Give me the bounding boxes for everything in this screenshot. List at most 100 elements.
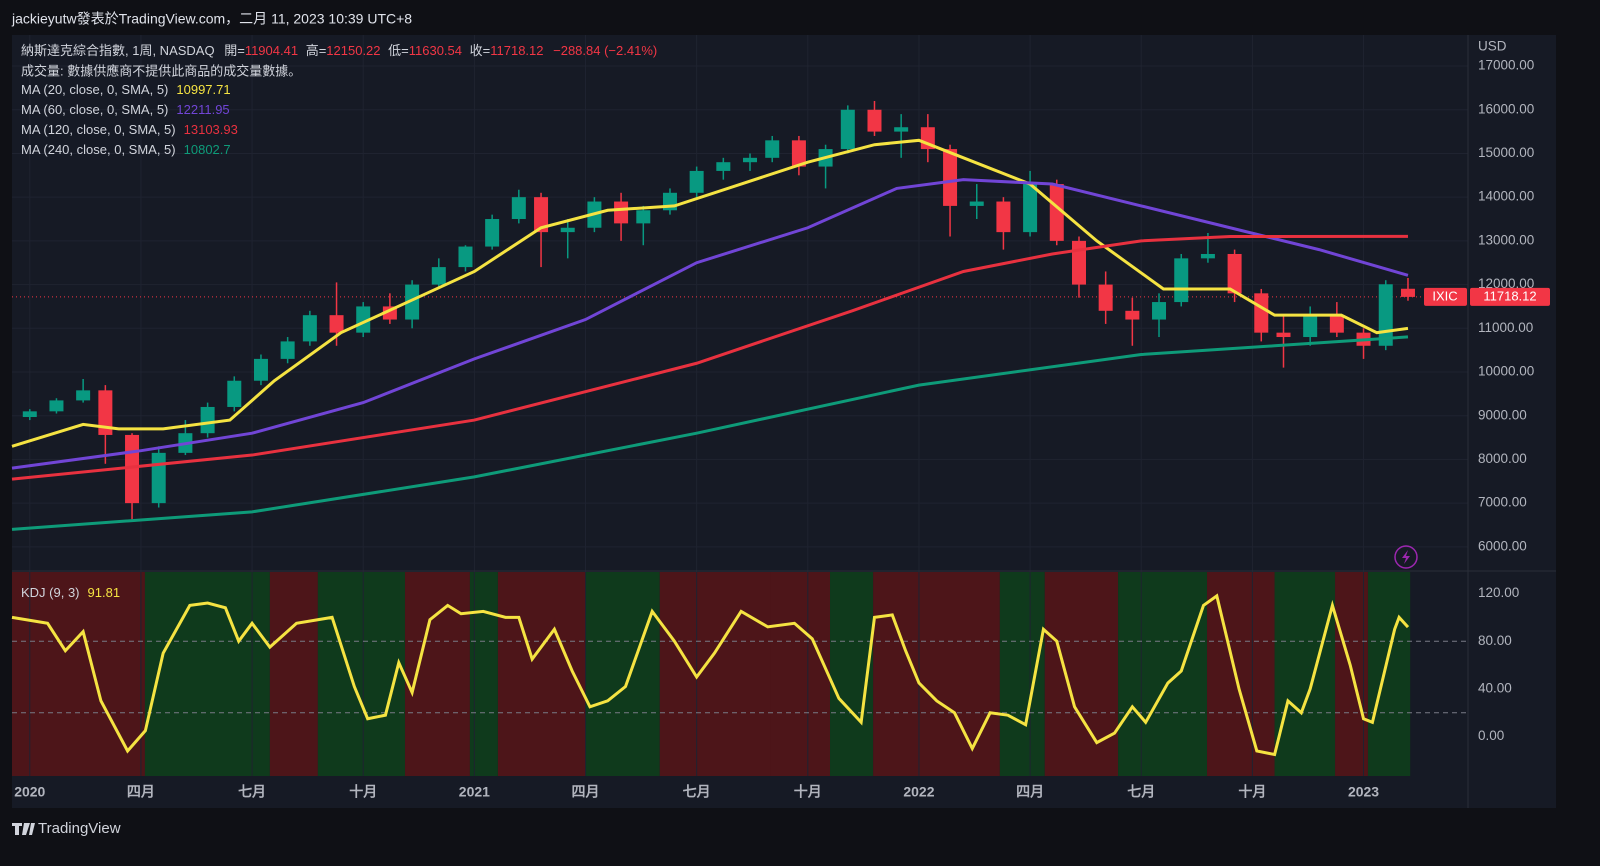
candle-body: [98, 390, 113, 435]
footer-brand: TradingView: [38, 820, 121, 837]
signal-zone: [1118, 572, 1208, 776]
candle-body: [49, 400, 64, 412]
y-tick-label: 6000.00: [1478, 538, 1527, 553]
y-tick-label: 16000.00: [1478, 101, 1534, 116]
candle-body: [302, 315, 317, 342]
signal-zone: [1274, 572, 1336, 776]
x-tick-label: 十月: [349, 784, 377, 800]
y-tick-label: 7000.00: [1478, 495, 1527, 510]
kdj-tick-label: 40.00: [1478, 680, 1512, 695]
close-value: 11718.12: [490, 43, 543, 58]
low-label: 低=: [388, 43, 409, 58]
x-tick-label: 四月: [127, 784, 155, 800]
change: −288.84 (−2.41%): [553, 43, 657, 58]
ma-legend: MA (240, close, 0, SMA, 5) 10802.7: [21, 142, 231, 157]
candle-body: [867, 109, 882, 132]
y-tick-label: 11000.00: [1478, 320, 1533, 335]
logo: [12, 823, 35, 835]
candle-body: [253, 358, 268, 381]
candle-body: [716, 162, 731, 171]
kdj-value: 91.81: [88, 585, 121, 600]
candle-body: [22, 411, 37, 418]
low-value: 11630.54: [409, 43, 462, 58]
candle-body: [636, 210, 651, 224]
y-tick-label: 15000.00: [1478, 145, 1534, 160]
candle-body: [943, 149, 958, 206]
signal-zone: [770, 572, 831, 776]
y-tick-label: 14000.00: [1478, 189, 1534, 204]
candle-body: [689, 170, 704, 193]
candle-body: [405, 284, 420, 320]
candle-body: [431, 267, 446, 285]
volume-note: 成交量: 數據供應商不提供此商品的成交量數據。: [21, 63, 301, 78]
ma-legend: MA (120, close, 0, SMA, 5) 13103.93: [21, 122, 238, 137]
candle-body: [1125, 310, 1140, 320]
ma-name: MA (240, close, 0, SMA, 5): [21, 142, 176, 157]
ma-line: [11, 138, 1409, 448]
header-title: jackieyutw發表於TradingView.com，二月 11, 2023…: [11, 11, 412, 27]
candle-body: [1303, 315, 1318, 338]
ma-line: [11, 335, 1409, 531]
y-tick-label: 17000.00: [1478, 58, 1534, 73]
open-value: 11904.41: [245, 43, 298, 58]
x-tick-label: 2022: [903, 784, 934, 800]
symbol: 納斯達克綜合指數, 1周, NASDAQ: [21, 43, 215, 58]
x-tick-label: 2020: [14, 784, 45, 800]
x-tick-label: 七月: [238, 784, 266, 800]
signal-zone: [1044, 572, 1119, 776]
candle-body: [511, 197, 526, 220]
candle-body: [356, 306, 371, 333]
candle-body: [485, 219, 500, 247]
candle-body: [560, 227, 575, 233]
close-label: 收=: [470, 43, 491, 58]
candle-body: [458, 246, 473, 268]
kdj-legend: KDJ (9, 3) 91.81: [21, 585, 120, 600]
candle-body: [1276, 332, 1291, 338]
high-label: 高=: [306, 43, 327, 58]
candle-body: [894, 127, 909, 132]
candle-body: [1329, 315, 1344, 333]
candle-body: [791, 140, 806, 167]
candle-body: [1227, 253, 1242, 294]
open-label: 開=: [224, 43, 245, 58]
alert-icon[interactable]: [1394, 545, 1418, 569]
signal-zone: [497, 572, 586, 776]
signal-zone: [1367, 572, 1411, 776]
kdj-tick-label: 120.00: [1478, 585, 1519, 600]
x-tick-label: 十月: [1238, 784, 1266, 800]
x-tick-label: 2023: [1348, 784, 1379, 800]
ma-name: MA (20, close, 0, SMA, 5): [21, 82, 168, 97]
candle-body: [200, 406, 215, 434]
candle-body: [534, 197, 549, 233]
candle-body: [1378, 284, 1393, 346]
candle-body: [329, 315, 344, 333]
candle-body: [280, 341, 295, 359]
ma-line: [11, 178, 1409, 470]
ticker-tag: IXIC: [1432, 288, 1457, 303]
candle-body: [1071, 240, 1086, 285]
candle-body: [1152, 302, 1167, 320]
candle-body: [1023, 184, 1038, 233]
price-legend: 納斯達克綜合指數, 1周, NASDAQ 開=11904.41 高=12150.…: [21, 43, 657, 58]
candle-body: [996, 201, 1011, 233]
signal-zone: [585, 572, 660, 776]
x-tick-label: 2021: [459, 784, 490, 800]
ma-name: MA (60, close, 0, SMA, 5): [21, 102, 168, 117]
alert-bolt: [1402, 550, 1410, 564]
signal-zone: [405, 572, 470, 776]
ma-legend: MA (60, close, 0, SMA, 5) 12211.95: [21, 102, 230, 117]
candle-body: [614, 201, 629, 224]
signal-zone: [659, 572, 771, 776]
ma-value: 10802.7: [184, 142, 231, 157]
signal-zone: [317, 572, 406, 776]
candle-body: [969, 201, 984, 206]
kdj-tick-label: 80.00: [1478, 633, 1512, 648]
candle-body: [1254, 293, 1269, 333]
y-tick-label: 8000.00: [1478, 451, 1527, 466]
candle-body: [227, 380, 242, 407]
y-tick-label: 13000.00: [1478, 232, 1534, 247]
x-tick-label: 四月: [1016, 784, 1044, 800]
ma-legend: MA (20, close, 0, SMA, 5) 10997.71: [21, 82, 231, 97]
